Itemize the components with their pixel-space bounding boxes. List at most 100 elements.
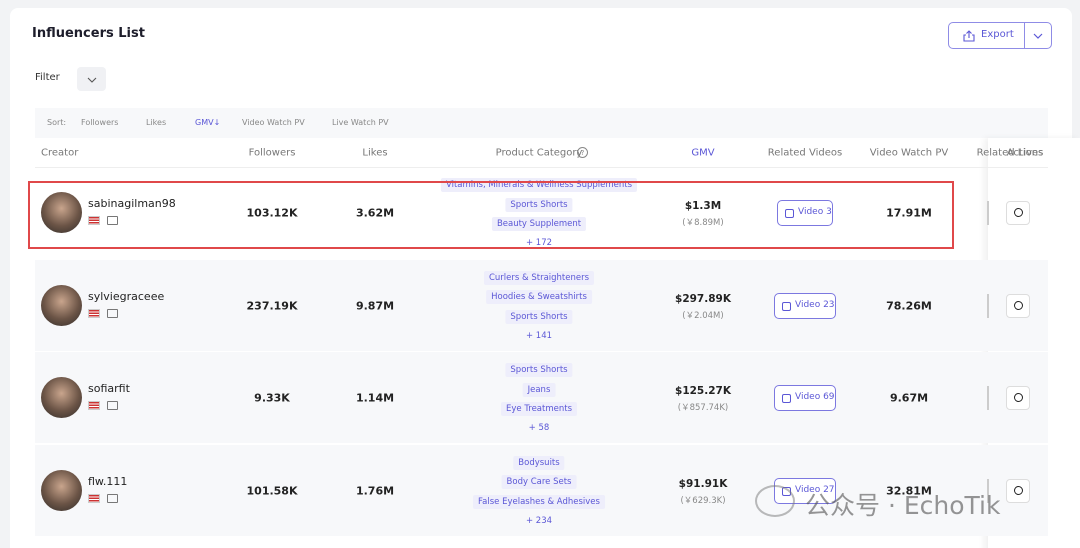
column-header[interactable]: GMV [691, 147, 715, 159]
gmv: $125.27K [675, 385, 731, 397]
title: Influencers List [32, 26, 145, 41]
export-label: Export [981, 29, 1014, 40]
sort-label: Sort: [47, 118, 67, 127]
watch-pv: 9.67M [889, 391, 929, 405]
export-button[interactable]: Export [948, 22, 1025, 49]
gmv-cny: (￥8.89M) [682, 218, 724, 228]
category-tag: Jeans [522, 382, 556, 397]
followers: 237.19K [246, 299, 298, 312]
watermark-icon [755, 485, 795, 517]
sort-option[interactable]: Live Watch PV [332, 118, 389, 127]
creator-name[interactable]: sofiarfit [88, 382, 130, 395]
sort-option[interactable]: Followers [81, 118, 119, 127]
filter-label: Filter [35, 72, 60, 83]
watch-pv: 17.91M [886, 206, 932, 220]
category-tag: Sports Shorts [505, 197, 573, 212]
avatar [41, 284, 82, 326]
gmv-cny: (￥857.74K) [677, 403, 729, 413]
action-button[interactable] [1006, 201, 1030, 225]
calendar-icon [785, 209, 794, 218]
watermark: 公众号 · EchoTik [805, 491, 1001, 520]
avatar [41, 192, 82, 233]
gmv: $1.3M [684, 200, 722, 212]
avatar [41, 377, 82, 418]
help-icon: ? [577, 147, 588, 158]
export-dropdown[interactable] [1024, 22, 1052, 49]
sort-bar [35, 108, 1048, 138]
category-tag: Sports Shorts [505, 309, 573, 324]
category-tag: Eye Treatments [500, 402, 578, 416]
chevron [87, 77, 97, 83]
video-label: Video 69 [795, 392, 835, 402]
calendar-icon [782, 301, 791, 311]
search-icon [1014, 393, 1023, 402]
search-icon [1014, 485, 1023, 495]
chevron [1033, 33, 1043, 39]
category-tag: Beauty Supplement [491, 217, 587, 231]
more-categories[interactable]: + 172 [525, 238, 553, 248]
video-label: Video 23 [795, 299, 835, 310]
creator-name[interactable]: sylviegraceee [88, 289, 165, 303]
category-tag: Sports Shorts [505, 363, 573, 377]
calendar-icon [782, 394, 791, 403]
column-header[interactable]: Video Watch PV [869, 147, 949, 159]
side-edge [987, 293, 989, 318]
sort-option[interactable]: GMV↓ [195, 118, 221, 127]
flag-icon [88, 308, 100, 318]
watch-pv: 78.26M [886, 299, 932, 312]
category-tag: False Eyelashes & Adhesives [473, 494, 605, 509]
side-edge [987, 201, 989, 225]
mail-icon [107, 401, 118, 410]
likes: 9.87M [355, 299, 395, 312]
gmv: $297.89K [675, 292, 731, 305]
flag-icon [88, 216, 100, 225]
action-button[interactable] [1006, 386, 1030, 410]
more-categories[interactable]: + 58 [528, 423, 550, 433]
side-edge [987, 478, 989, 503]
mail-icon [107, 308, 118, 318]
flag-icon [88, 401, 100, 410]
more-categories[interactable]: + 234 [525, 515, 553, 526]
mail-icon [107, 493, 118, 503]
creator-name[interactable]: flw.111 [88, 474, 128, 488]
video-button[interactable]: Video 3 [777, 200, 833, 226]
category-tag: Body Care Sets [501, 475, 577, 489]
export-icon [963, 30, 975, 42]
category-tag: Hoodies & Sweatshirts [486, 290, 592, 304]
likes: 3.62M [355, 206, 395, 220]
avatar [41, 469, 82, 511]
column-header: Actions [1006, 147, 1044, 159]
column-header[interactable]: Related Lives [976, 147, 1044, 159]
video-label: Video 3 [798, 207, 832, 217]
side-edge [987, 386, 989, 410]
category-tag: Curlers & Straighteners [483, 270, 595, 285]
search-icon [1014, 208, 1023, 217]
likes: 1.14M [355, 391, 395, 405]
video-button[interactable]: Video 69 [774, 385, 836, 411]
creator-name[interactable]: sabinagilman98 [88, 197, 176, 210]
likes: 1.76M [355, 484, 395, 497]
column-header[interactable]: Related Videos [767, 147, 843, 159]
more-categories[interactable]: + 141 [525, 330, 553, 341]
video-button[interactable]: Video 23 [774, 292, 836, 319]
action-button[interactable] [1006, 478, 1030, 503]
sort-option[interactable]: Video Watch PV [242, 118, 305, 127]
followers: 103.12K [246, 206, 298, 220]
gmv-cny: (￥629.3K) [680, 495, 726, 506]
followers: 101.58K [246, 484, 298, 497]
followers: 9.33K [254, 391, 290, 405]
column-header[interactable]: Product Category [495, 147, 583, 159]
highlight-box [28, 181, 954, 249]
video-label: Video 27 [795, 484, 835, 495]
action-button[interactable] [1006, 293, 1030, 318]
search-icon [1014, 300, 1023, 310]
gmv-cny: (￥2.04M) [682, 310, 724, 321]
sort-option[interactable]: Likes [146, 118, 167, 127]
column-header[interactable]: Followers [248, 147, 296, 159]
filter-dropdown[interactable] [77, 67, 106, 91]
category-tag: Bodysuits [513, 455, 565, 470]
gmv: $91.91K [678, 477, 728, 490]
column-header[interactable]: Likes [362, 147, 388, 159]
mail-icon [107, 216, 118, 225]
